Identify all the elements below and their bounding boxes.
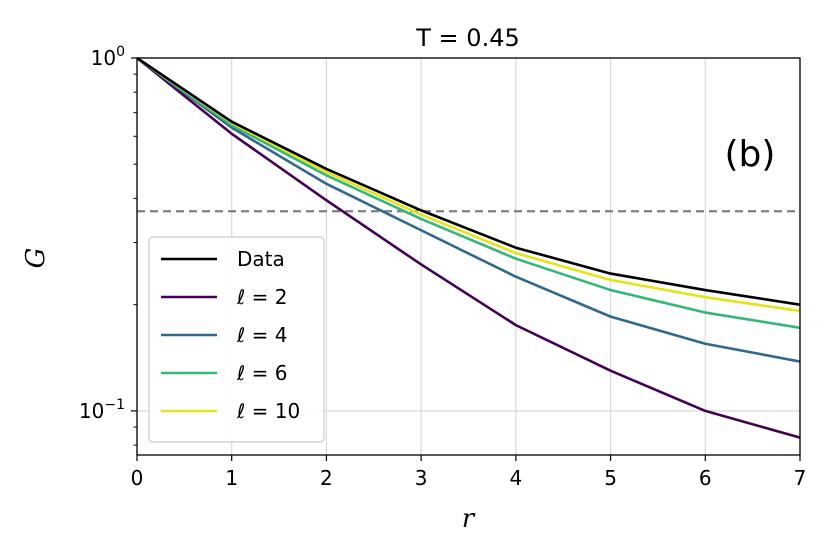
y-tick-label: 10−1 [79, 397, 125, 423]
legend-label: ℓ = 2 [236, 285, 287, 309]
x-tick-label: 5 [604, 466, 617, 490]
x-tick-label: 2 [320, 466, 333, 490]
x-tick-label: 1 [225, 466, 238, 490]
panel-annotation: (b) [725, 134, 776, 175]
series-line-l2 [136, 56, 801, 439]
series-lines [136, 56, 801, 439]
plot-frame [136, 57, 801, 456]
x-tick-label: 3 [415, 466, 428, 490]
series-line-l4 [136, 56, 801, 363]
series-line-l10 [136, 56, 801, 313]
legend-label: ℓ = 4 [236, 323, 287, 347]
legend-label: ℓ = 10 [236, 399, 300, 423]
y-tick-exponent: 0 [116, 44, 125, 60]
legend: Data ℓ = 2 ℓ = 4 ℓ = 6 ℓ = 10 [148, 236, 325, 443]
x-tick-label: 0 [131, 466, 144, 490]
x-axis-label: r [462, 504, 476, 534]
x-tick-label: 4 [509, 466, 522, 490]
y-tick-label: 100 [91, 44, 125, 70]
y-tick-exponent: −1 [104, 397, 125, 413]
x-tick-label: 7 [794, 466, 807, 490]
legend-label: ℓ = 6 [236, 361, 287, 385]
y-tick-base: 10 [79, 399, 104, 423]
series-line-data [136, 56, 801, 306]
legend-label: Data [237, 247, 285, 271]
legend-box [148, 236, 325, 443]
y-axis-label: G [21, 248, 51, 269]
y-tick-base: 10 [91, 46, 116, 70]
x-axis-ticks: 0 1 2 3 4 5 6 7 [131, 455, 807, 490]
x-tick-label: 6 [699, 466, 712, 490]
series-line-l6 [136, 56, 801, 330]
chart-title: T = 0.45 [415, 24, 519, 52]
